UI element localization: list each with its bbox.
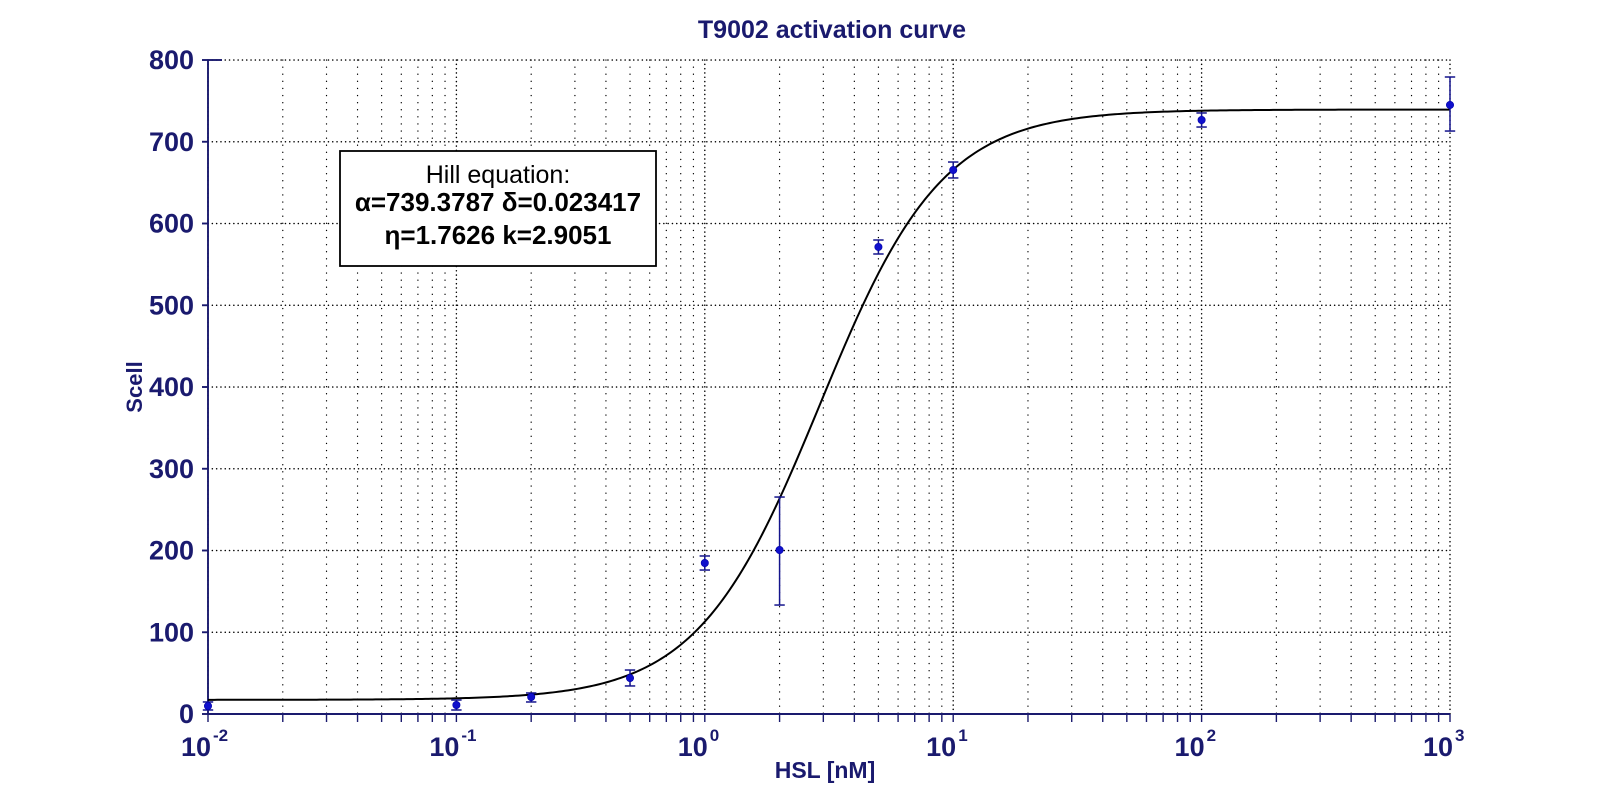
svg-text:10: 10 — [181, 732, 211, 762]
svg-text:0: 0 — [179, 699, 194, 729]
svg-text:300: 300 — [149, 454, 194, 484]
svg-text:10: 10 — [678, 732, 708, 762]
svg-text:Hill equation:: Hill equation: — [426, 161, 571, 189]
svg-text:Scell: Scell — [122, 361, 147, 412]
svg-text:T9002 activation curve: T9002 activation curve — [698, 16, 966, 44]
svg-text:200: 200 — [149, 536, 194, 566]
svg-text:400: 400 — [149, 372, 194, 402]
svg-text:10: 10 — [1423, 732, 1453, 762]
svg-text:10: 10 — [429, 732, 459, 762]
svg-text:600: 600 — [149, 209, 194, 239]
svg-text:η=1.7626 k=2.9051: η=1.7626 k=2.9051 — [385, 220, 612, 250]
svg-text:HSL [nM]: HSL [nM] — [775, 757, 876, 783]
svg-text:α=739.3787 δ=0.023417: α=739.3787 δ=0.023417 — [355, 187, 641, 217]
svg-text:-1: -1 — [461, 726, 476, 745]
svg-text:500: 500 — [149, 290, 194, 320]
svg-text:1: 1 — [958, 726, 967, 745]
svg-text:-2: -2 — [213, 726, 228, 745]
svg-text:3: 3 — [1455, 726, 1464, 745]
svg-text:10: 10 — [926, 732, 956, 762]
svg-text:800: 800 — [149, 45, 194, 75]
svg-text:100: 100 — [149, 617, 194, 647]
svg-text:0: 0 — [710, 726, 719, 745]
svg-text:10: 10 — [1175, 732, 1205, 762]
svg-text:700: 700 — [149, 127, 194, 157]
svg-text:2: 2 — [1207, 726, 1216, 745]
